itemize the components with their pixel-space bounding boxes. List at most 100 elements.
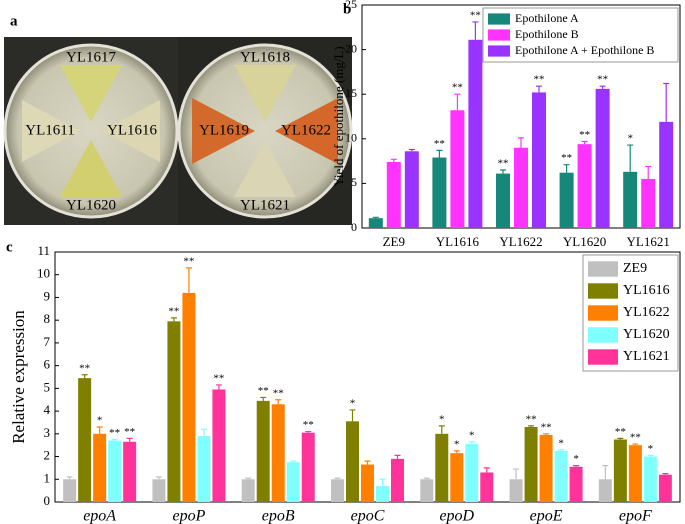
bar	[641, 178, 656, 228]
panel-label: c	[6, 239, 13, 255]
y-tick-label: 10	[37, 266, 50, 281]
y-tick-label: 0	[351, 220, 357, 234]
significance: **	[615, 426, 626, 438]
error-bar	[500, 169, 506, 174]
bar	[628, 445, 642, 502]
error-bar	[334, 477, 341, 480]
significance: *	[454, 438, 460, 450]
error-bar	[290, 460, 297, 463]
bar	[368, 218, 383, 228]
error-bar	[394, 454, 401, 459]
error-bar	[632, 443, 639, 446]
bar	[197, 436, 211, 502]
error-bar	[617, 437, 624, 440]
legend-swatch	[588, 327, 618, 343]
bar	[643, 456, 657, 502]
bar	[539, 434, 553, 502]
bar	[331, 479, 344, 502]
bar	[167, 321, 181, 502]
y-tick-label: 1	[44, 470, 51, 485]
legend-label: YL1622	[623, 305, 670, 320]
error-bar	[472, 21, 479, 40]
error-bar	[602, 465, 609, 480]
error-bar	[543, 433, 550, 435]
y-axis-label: Yield of epothilone (mg/L)	[331, 46, 346, 186]
x-tick-label: epoF	[619, 508, 652, 524]
error-bar	[536, 85, 542, 93]
significance: **	[526, 413, 537, 425]
error-bar	[66, 476, 73, 480]
panel-label: b	[343, 1, 351, 17]
bar	[658, 474, 672, 502]
error-bar	[126, 437, 133, 442]
bar	[623, 171, 638, 228]
legend-box	[482, 7, 679, 63]
legend-label: Epothilone B	[515, 27, 579, 41]
bar	[108, 440, 122, 502]
significance: **	[534, 74, 545, 86]
plate-label: YL1617	[66, 49, 116, 65]
error-bar	[408, 148, 415, 152]
bar	[480, 472, 494, 502]
error-bar	[364, 460, 371, 465]
legend-swatch	[488, 45, 510, 57]
significance: **	[597, 74, 608, 86]
legend-swatch	[588, 349, 618, 365]
bar	[524, 427, 538, 502]
legend-label: ZE9	[623, 261, 647, 276]
plate-label: YL1620	[66, 197, 116, 213]
x-tick-label: YL1616	[436, 234, 480, 249]
y-tick-label: 7	[44, 334, 51, 349]
legend-label: YL1620	[623, 327, 670, 342]
bar	[271, 404, 285, 502]
error-bar	[111, 438, 118, 441]
legend-label: YL1621	[623, 349, 670, 364]
bar	[78, 378, 92, 502]
y-tick-label: 2	[44, 448, 51, 463]
bar	[598, 479, 612, 502]
error-bar	[305, 430, 312, 433]
error-bar	[260, 396, 267, 401]
y-tick-label: 9	[44, 288, 51, 303]
bar	[613, 439, 627, 502]
x-tick-label: epoC	[351, 508, 385, 524]
bar	[93, 433, 107, 502]
bar	[212, 389, 226, 502]
x-tick-label: epoB	[262, 508, 295, 524]
error-bar	[627, 144, 634, 172]
significance: **	[303, 419, 314, 431]
y-tick-label: 5	[351, 175, 357, 189]
bar	[182, 292, 196, 502]
error-bar	[379, 478, 386, 487]
bar	[420, 479, 434, 502]
significance: *	[558, 437, 564, 449]
y-axis-label: Relative expression	[9, 310, 28, 444]
significance: *	[648, 443, 654, 455]
bar	[376, 486, 389, 502]
y-tick-label: 20	[345, 41, 357, 55]
significance: **	[213, 372, 224, 384]
x-tick-label: epoD	[439, 508, 474, 524]
y-tick-label: 6	[44, 357, 51, 372]
significance: **	[258, 385, 269, 397]
y-tick-label: 25	[345, 0, 357, 11]
y-tick-label: 5	[44, 379, 51, 394]
y-tick-label: 0	[44, 493, 51, 508]
error-bar	[558, 449, 565, 451]
bar	[509, 479, 523, 502]
error-bar	[185, 267, 192, 293]
error-bar	[581, 140, 588, 145]
significance: *	[97, 415, 103, 427]
bar	[659, 121, 674, 228]
significance: **	[498, 158, 509, 170]
error-bar	[390, 158, 397, 162]
x-tick-label: YL1621	[627, 234, 670, 249]
significance: **	[470, 9, 481, 21]
bar	[465, 444, 479, 502]
significance: *	[573, 453, 579, 465]
significance: **	[541, 421, 552, 433]
error-bar	[155, 476, 162, 480]
significance: **	[434, 138, 445, 150]
error-bar	[513, 468, 520, 480]
error-bar	[438, 425, 445, 434]
